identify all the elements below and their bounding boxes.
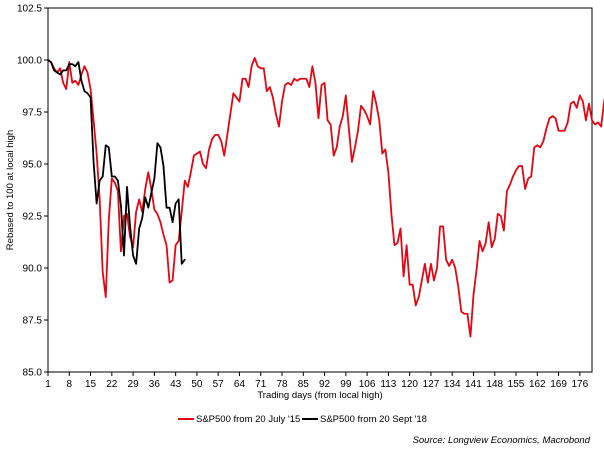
x-tick-label: 43 [170,379,182,390]
x-tick-label: 64 [234,379,246,390]
x-tick-label: 36 [149,379,161,390]
legend-label-series-2: S&P500 from 20 Sept '18 [320,414,427,425]
x-tick-label: 8 [66,379,72,390]
series-line-1 [47,57,604,338]
y-axis: 85.0 87.5 90.0 92.5 95.0 97.5 100.0 102.5 [17,4,48,379]
x-axis-title: Trading days (from local high) [257,390,382,401]
x-tick-label: 141 [465,379,482,390]
x-tick-label: 176 [571,379,588,390]
x-tick-label: 127 [423,379,440,390]
y-tick-label: 90.0 [23,264,43,275]
x-tick-label: 29 [128,379,140,390]
x-tick-label: 1 [45,379,51,390]
x-tick-label: 134 [444,379,461,390]
legend: S&P500 from 20 July '15 S&P500 from 20 S… [178,414,427,425]
x-tick-label: 22 [106,379,118,390]
x-tick-label: 148 [486,379,503,390]
y-tick-label: 97.5 [23,108,43,119]
x-tick-label: 78 [276,379,288,390]
x-tick-label: 57 [213,379,225,390]
legend-label-series-1: S&P500 from 20 July '15 [196,414,300,425]
x-tick-label: 71 [255,379,267,390]
y-tick-label: 92.5 [23,212,43,223]
x-tick-label: 155 [508,379,525,390]
y-tick-label: 102.5 [17,4,42,15]
x-tick-label: 99 [340,379,352,390]
series-layer [47,57,604,338]
y-tick-label: 95.0 [23,160,43,171]
plot-frame [47,7,593,373]
x-tick-label: 92 [319,379,331,390]
source-note: Source: Longview Economics, Macrobond [413,435,591,446]
x-tick-label: 120 [401,379,418,390]
x-tick-label: 169 [550,379,567,390]
x-tick-label: 113 [380,379,396,390]
x-tick-label: 15 [85,379,97,390]
y-axis-title: Rebased to 100 at local high [5,130,16,250]
y-tick-label: 100.0 [17,56,42,67]
y-tick-label: 85.0 [23,368,43,379]
x-tick-label: 106 [359,379,376,390]
x-tick-label: 50 [191,379,203,390]
y-tick-label: 87.5 [23,316,43,327]
plot-area [47,7,593,373]
x-tick-label: 162 [529,379,546,390]
x-tick-label: 85 [298,379,310,390]
series-line-2 [47,59,186,265]
x-axis: 1 8 15 22 29 36 43 50 57 64 71 78 85 92 99 106 113 120 127… [45,372,589,390]
